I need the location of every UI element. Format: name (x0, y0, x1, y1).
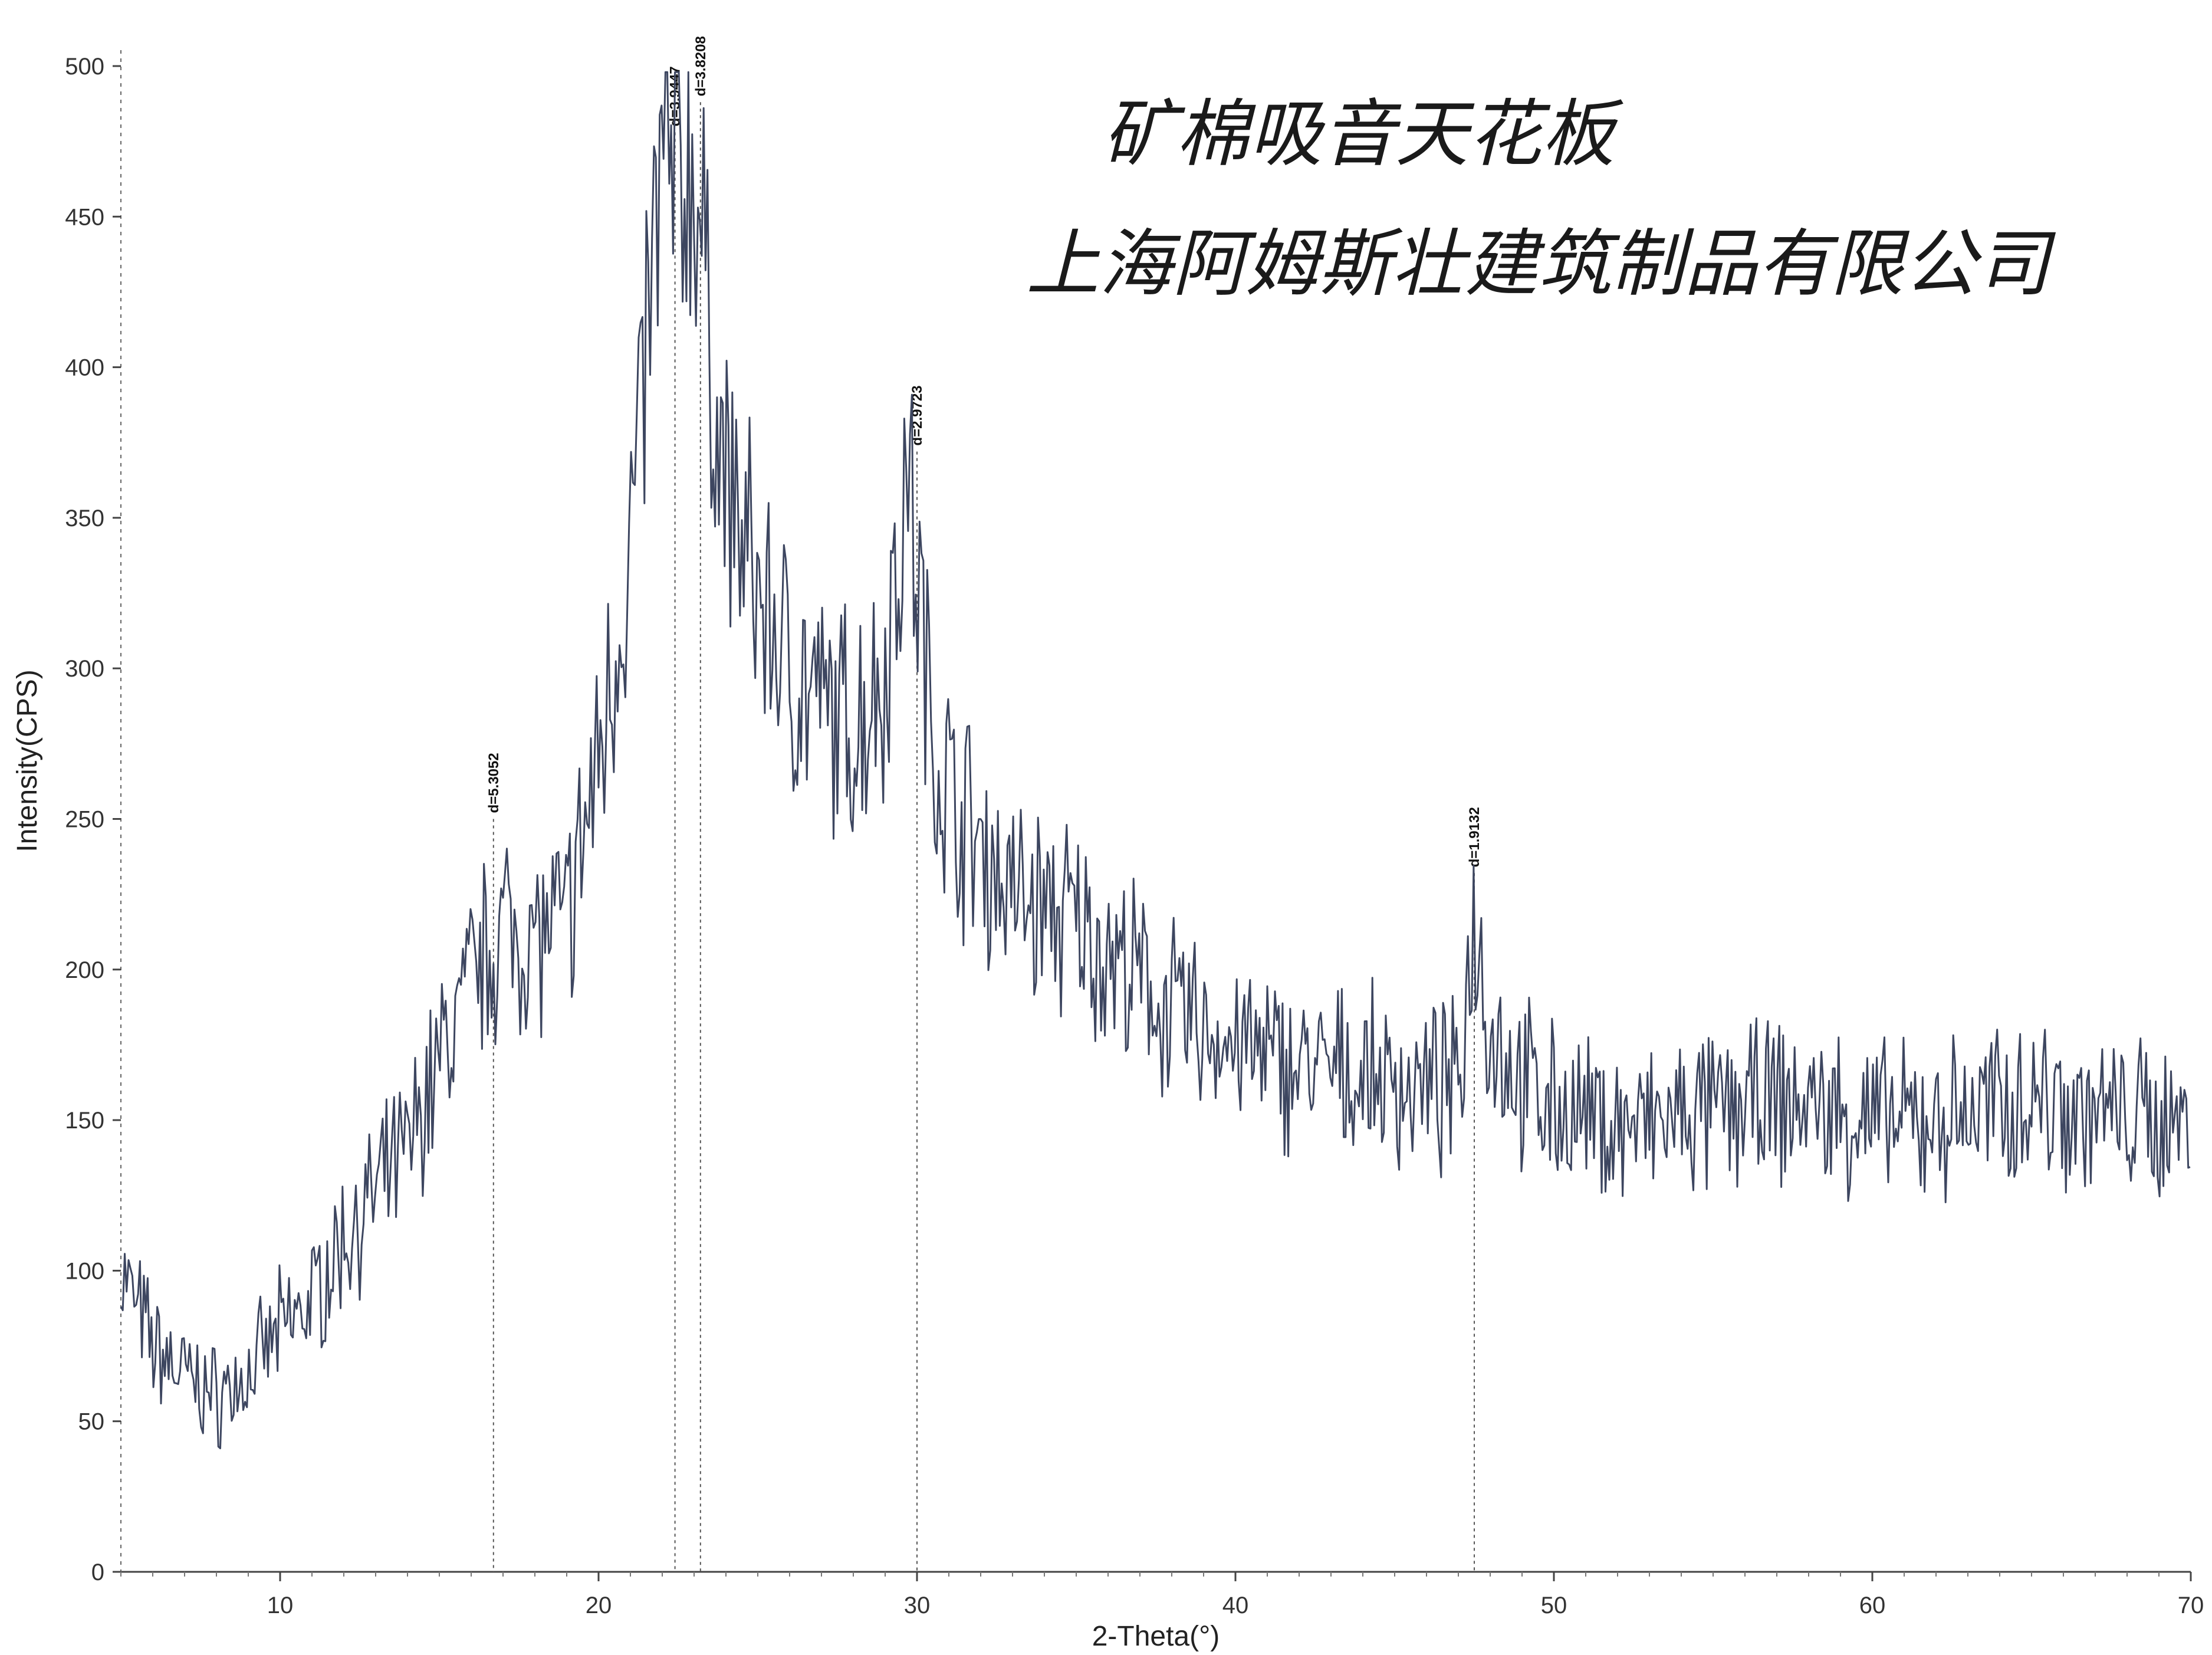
x-tick-group: 10 20 30 40 50 60 70 (120, 1572, 2204, 1618)
x-tick-label: 70 (2178, 1592, 2204, 1618)
x-axis-title: 2-Theta(°) (1092, 1621, 1220, 1652)
y-tick-label: 400 (65, 355, 104, 381)
y-tick-label: 250 (65, 807, 104, 833)
y-tick-label: 300 (65, 656, 104, 682)
x-tick-label: 10 (267, 1592, 294, 1618)
series-group (120, 71, 2191, 1450)
y-tick-group: 0 50 100 150 200 250 300 350 400 450 500 (65, 54, 121, 1585)
series-line (120, 71, 2191, 1450)
y-axis-title: Intensity(CPS) (12, 669, 43, 852)
y-tick-label: 450 (65, 204, 104, 230)
y-tick-label: 200 (65, 957, 104, 983)
peak-label: d=3.8208 (693, 36, 709, 96)
x-tick-label: 60 (1859, 1592, 1886, 1618)
y-tick-label: 350 (65, 505, 104, 531)
y-tick-label: 100 (65, 1258, 104, 1284)
x-tick-label: 40 (1222, 1592, 1249, 1618)
y-tick-label: 500 (65, 54, 104, 80)
y-tick-label: 50 (78, 1409, 105, 1435)
axes-group (120, 50, 2191, 1573)
peak-label: d=5.3052 (486, 753, 502, 813)
y-tick-label: 0 (91, 1559, 104, 1585)
handwritten-note-line-2: 上海阿姆斯壮建筑制品有限公司 (1026, 222, 2056, 307)
x-tick-label: 20 (586, 1592, 612, 1618)
x-tick-label: 30 (904, 1592, 931, 1618)
x-tick-label: 50 (1541, 1592, 1567, 1618)
peak-label: d=1.9132 (1467, 807, 1483, 867)
handwritten-note-line-1: 矿棉吸音天花板 (1103, 92, 1623, 177)
y-tick-label: 150 (65, 1108, 104, 1134)
